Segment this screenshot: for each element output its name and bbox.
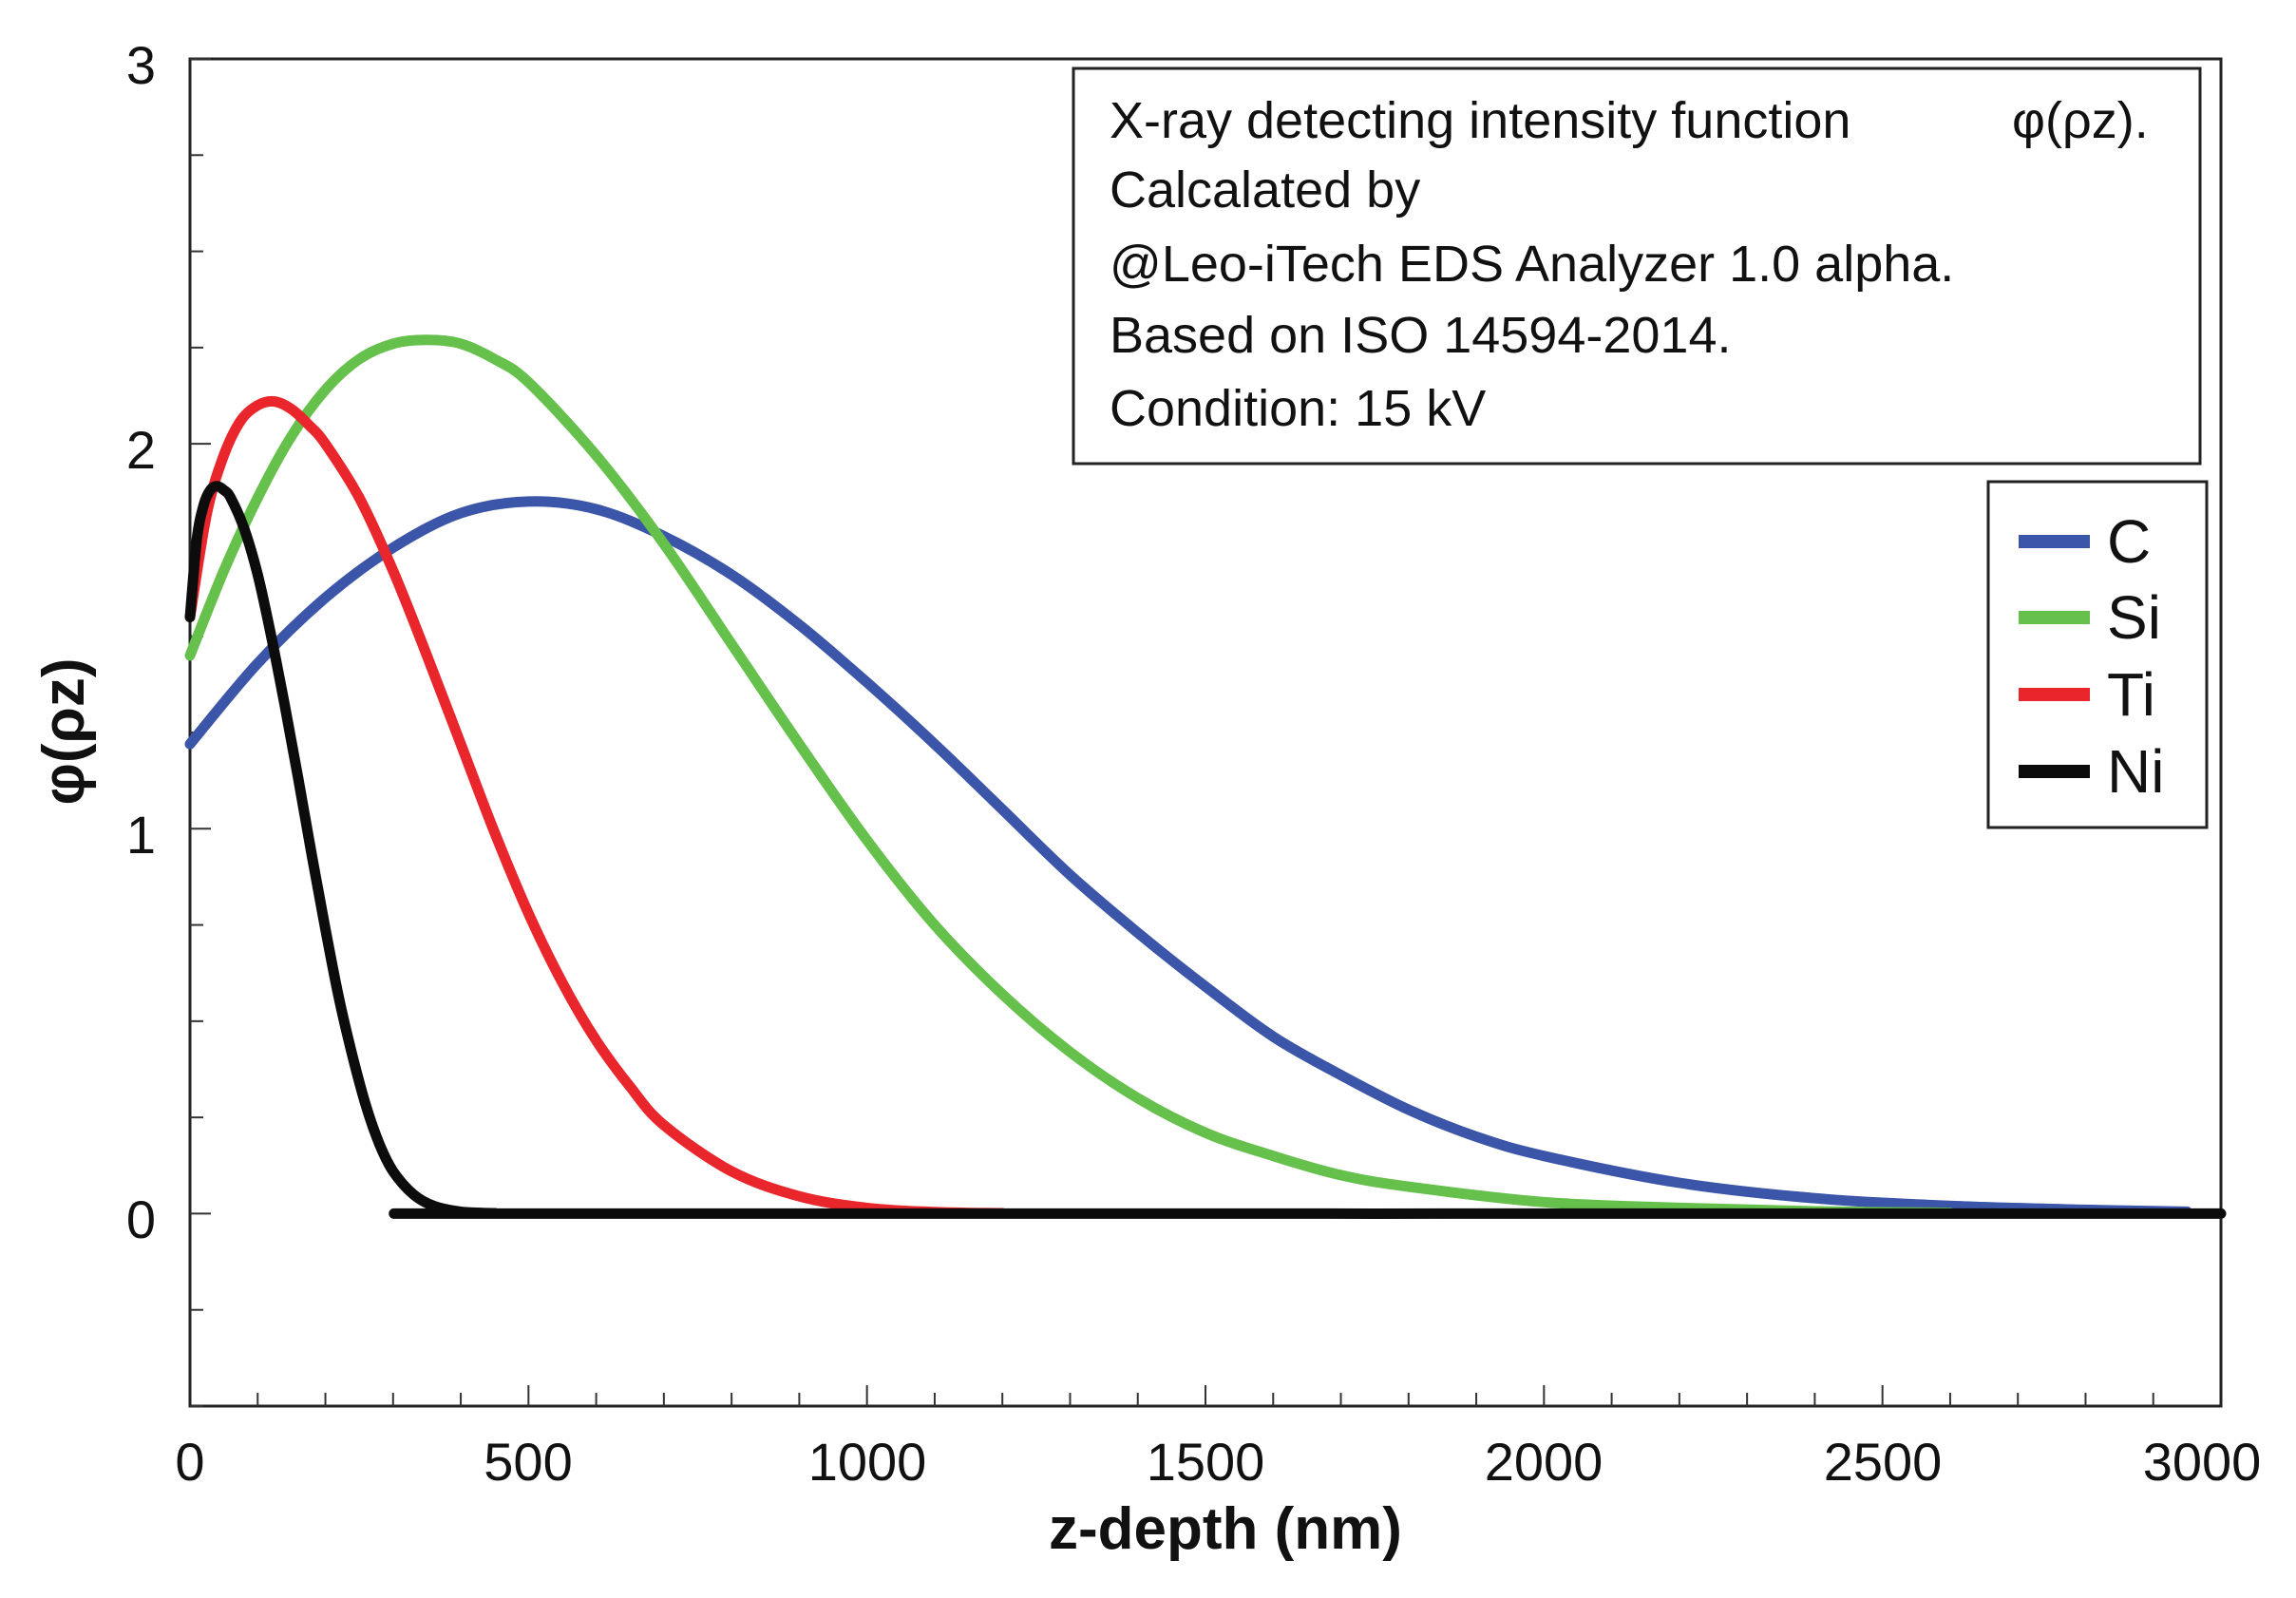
x-tick-label: 2500 <box>1824 1432 1943 1492</box>
legend-label-ni: Ni <box>2107 737 2164 806</box>
info-box: X-ray detecting intensity function φ(ρz)… <box>1072 67 2202 466</box>
x-tick-label: 3000 <box>2143 1432 2262 1492</box>
minor-ticks <box>190 154 2154 1407</box>
info-line: Calcalated by <box>1110 162 1420 219</box>
info-box-frame <box>1072 67 2202 466</box>
info-line: X-ray detecting intensity function <box>1110 92 1850 149</box>
x-tick-label: 1500 <box>1147 1432 1265 1492</box>
y-tick-label: 3 <box>126 35 156 95</box>
x-tick-label: 500 <box>484 1432 572 1492</box>
series-line-c <box>184 496 2192 1217</box>
info-line: @Leo-iTech EDS Analyzer 1.0 alpha. <box>1110 236 1954 293</box>
x-tick-label: 1000 <box>808 1432 927 1492</box>
info-line: φ(ρz). <box>2012 92 2149 149</box>
legend-label-si: Si <box>2107 583 2161 652</box>
major-ticks <box>190 58 1884 1406</box>
series-line-si <box>184 334 1956 1219</box>
legend-label-ti: Ti <box>2107 660 2155 729</box>
info-line: Based on ISO 14594-2014. <box>1110 307 1732 364</box>
x-axis-title: z-depth (nm) <box>1049 1496 1402 1562</box>
series-line-ni <box>184 481 2227 1219</box>
y-tick-label: 0 <box>126 1189 156 1249</box>
x-tick-label: 2000 <box>1485 1432 1603 1492</box>
y-tick-label: 1 <box>126 805 156 865</box>
series-line-ti <box>184 395 1008 1219</box>
info-line: Condition: 15 kV <box>1110 380 1486 437</box>
y-axis-title: φ(ρz) <box>31 658 97 806</box>
x-tick-label: 0 <box>175 1432 204 1492</box>
legend: C Si Ti Ni <box>1986 480 2209 829</box>
y-tick-label: 2 <box>126 420 156 480</box>
legend-label-c: C <box>2107 507 2151 576</box>
series-group <box>184 334 2227 1219</box>
